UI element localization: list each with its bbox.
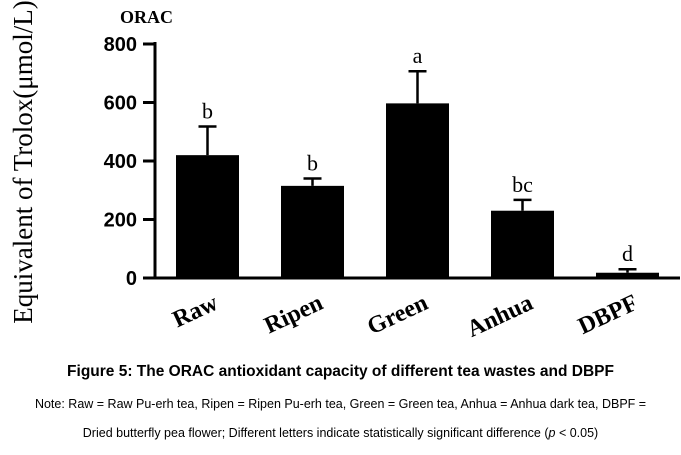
note-text-prefix: Dried butterfly pea flower; Different le… — [82, 426, 549, 440]
y-tick-label: 800 — [104, 34, 137, 56]
bar — [176, 155, 239, 278]
bar — [386, 103, 449, 278]
significance-letter: b — [202, 98, 213, 123]
x-tick-label: Green — [363, 290, 432, 340]
figure-title: Figure 5: The ORAC antioxidant capacity … — [67, 363, 614, 380]
significance-letters: b b a bc d — [202, 43, 633, 266]
significance-letter: a — [413, 43, 423, 68]
x-tick-labels: Raw Ripen Green Anhua DBPF — [169, 290, 642, 343]
y-tick-label: 0 — [126, 268, 137, 290]
bar — [281, 185, 344, 278]
y-ticks: 0 200 400 600 800 — [104, 34, 155, 290]
x-tick-label: Ripen — [260, 290, 327, 339]
x-tick-label: DBPF — [574, 290, 642, 340]
significance-letter: bc — [512, 172, 533, 197]
bar — [491, 210, 554, 278]
bar — [596, 272, 659, 278]
caption-note-line-1: Note: Raw = Raw Pu-erh tea, Ripen = Ripe… — [34, 397, 647, 411]
note-text-suffix: < 0.05) — [555, 426, 599, 440]
significance-letter: d — [622, 241, 633, 266]
y-tick-label: 600 — [104, 93, 137, 115]
y-axis-label: Equivalent of Trolox(μmol/L) — [8, 0, 38, 323]
bar-chart: ORAC Equivalent of Trolox(μmol/L) 0 200 40… — [8, 0, 680, 343]
bars — [176, 103, 659, 278]
y-tick-label: 400 — [104, 151, 137, 173]
note-p-symbol: p — [548, 426, 556, 440]
y-tick-label: 200 — [104, 210, 137, 232]
significance-letter: b — [307, 151, 318, 176]
x-tick-label: Anhua — [463, 290, 537, 343]
x-tick-label: Raw — [169, 290, 223, 334]
chart-title: ORAC — [120, 7, 173, 27]
error-bars — [198, 69, 637, 273]
caption-note-line-2: Dried butterfly pea flower; Different le… — [0, 426, 681, 440]
